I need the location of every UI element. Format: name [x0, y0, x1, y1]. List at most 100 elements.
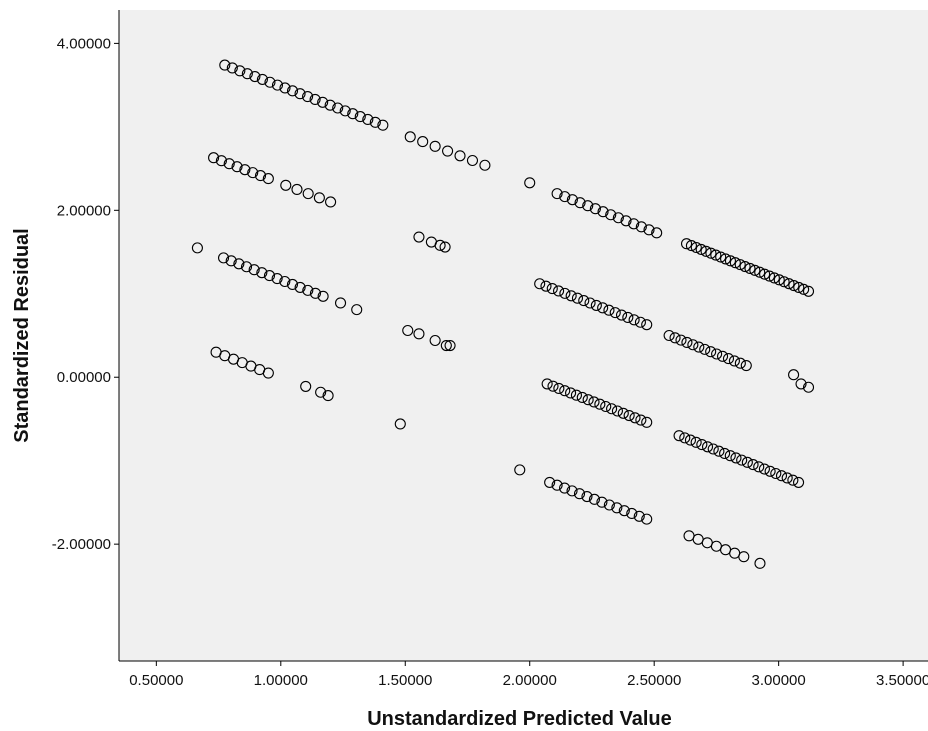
data-point	[713, 445, 725, 457]
data-point	[716, 350, 729, 362]
data-point	[286, 278, 299, 291]
data-point	[793, 476, 805, 488]
data-point	[234, 65, 246, 77]
data-point	[317, 290, 329, 302]
data-point	[317, 96, 329, 108]
data-point	[724, 255, 737, 267]
data-point	[439, 241, 451, 253]
data-point	[594, 398, 606, 410]
data-point	[429, 334, 441, 347]
data-point	[628, 314, 640, 326]
data-point	[675, 334, 687, 346]
data-point	[302, 284, 314, 296]
data-point	[798, 283, 810, 295]
data-point	[434, 239, 446, 251]
data-point	[781, 472, 793, 484]
data-point	[219, 59, 231, 71]
data-point	[764, 465, 776, 477]
data-point	[215, 155, 227, 167]
data-point	[247, 167, 259, 179]
data-point	[634, 316, 646, 328]
data-point	[643, 224, 655, 236]
data-point	[629, 412, 641, 424]
data-point	[603, 499, 615, 511]
data-point	[334, 297, 347, 309]
data-point	[351, 304, 363, 316]
data-point	[770, 467, 782, 480]
data-point	[758, 463, 770, 475]
data-point	[681, 336, 693, 348]
data-point	[309, 287, 322, 299]
x-axis-title: Unstandardized Predicted Value	[367, 708, 672, 730]
data-point	[589, 203, 601, 215]
data-point	[479, 159, 491, 171]
data-point	[394, 418, 406, 430]
data-point	[248, 264, 260, 276]
data-point	[570, 389, 582, 401]
data-point	[669, 332, 681, 344]
data-point	[553, 382, 565, 394]
data-point	[249, 70, 261, 83]
plot-area	[119, 10, 928, 661]
data-point	[540, 280, 552, 292]
data-point	[280, 179, 292, 191]
data-point	[673, 430, 685, 442]
data-point	[286, 85, 299, 97]
data-point	[618, 505, 630, 517]
data-point	[223, 158, 235, 170]
data-point	[707, 443, 719, 455]
data-point	[429, 140, 441, 152]
data-point	[696, 439, 708, 451]
data-point	[588, 396, 600, 408]
y-tick-label: 4.00000	[57, 35, 111, 52]
data-point	[620, 215, 632, 227]
data-point	[641, 513, 653, 525]
data-point	[719, 447, 731, 460]
data-point	[775, 470, 788, 482]
data-point	[302, 188, 314, 200]
data-point	[749, 264, 761, 276]
data-point	[754, 266, 766, 278]
data-point	[377, 119, 389, 131]
data-point	[739, 260, 751, 273]
data-point	[747, 459, 759, 471]
data-point	[217, 252, 230, 264]
data-point	[759, 268, 771, 280]
x-tick-label: 2.50000	[627, 672, 681, 689]
x-tick-label: 1.00000	[254, 672, 308, 689]
data-point	[695, 243, 707, 255]
data-point	[734, 259, 746, 271]
data-point	[788, 369, 800, 381]
data-point	[728, 355, 740, 367]
data-point	[684, 434, 697, 446]
x-tick-label: 0.50000	[129, 672, 183, 689]
data-point	[603, 304, 615, 316]
data-point	[444, 339, 456, 352]
data-point	[576, 391, 588, 404]
data-point	[413, 328, 425, 340]
data-point	[191, 242, 203, 254]
data-point	[693, 341, 705, 353]
data-point	[679, 432, 691, 444]
data-point	[559, 287, 571, 299]
data-point	[559, 385, 571, 397]
data-point	[565, 387, 577, 399]
data-point	[279, 275, 291, 288]
data-point	[208, 152, 220, 164]
data-point	[559, 191, 571, 203]
data-point	[699, 343, 711, 355]
data-point	[231, 161, 243, 173]
data-point	[514, 464, 526, 476]
data-point	[628, 218, 640, 230]
x-tick-label: 2.00000	[503, 672, 557, 689]
data-point	[226, 62, 238, 74]
x-tick-label: 3.50000	[876, 672, 928, 689]
data-point	[722, 353, 735, 365]
data-point	[611, 502, 623, 514]
data-point	[547, 380, 559, 392]
data-point	[700, 245, 712, 257]
data-point	[768, 272, 780, 284]
data-point	[623, 409, 635, 422]
data-point	[404, 131, 416, 143]
